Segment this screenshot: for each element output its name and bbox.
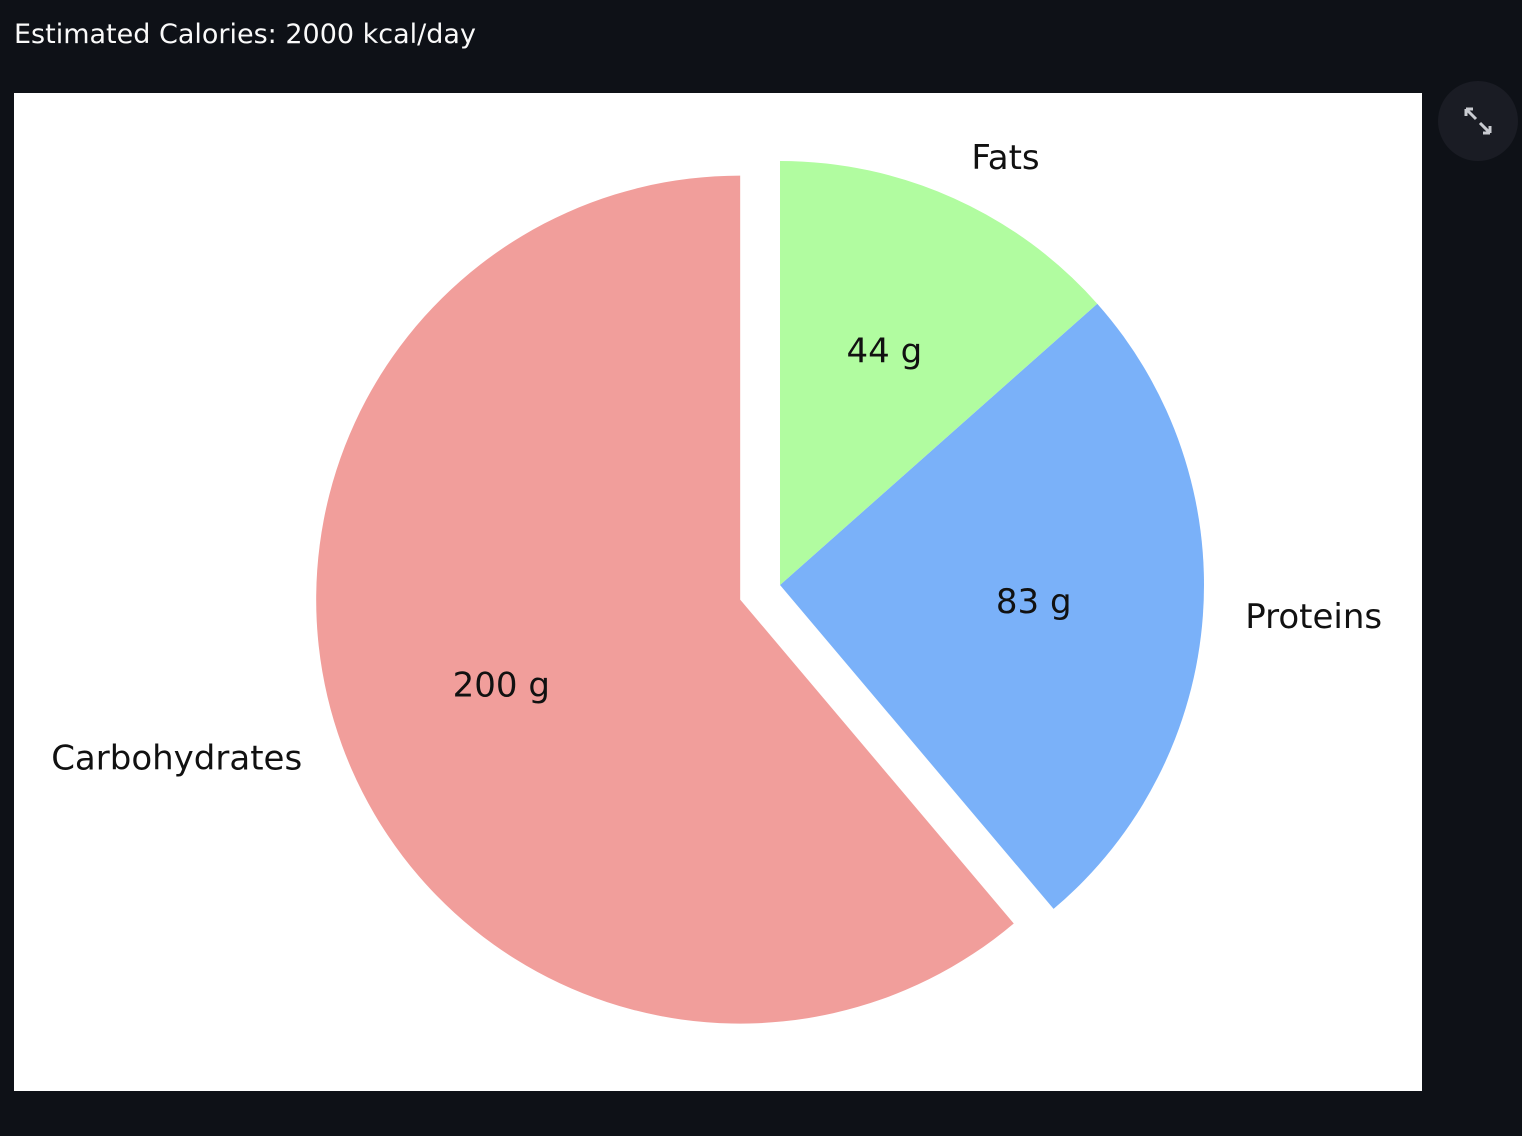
pie-wedge — [780, 161, 1098, 585]
category-label: Fats — [971, 138, 1039, 178]
value-label: 200 g — [453, 665, 550, 705]
chart: Carbohydrates 200 g Proteins 83 g Fats 44 g — [14, 93, 1422, 1091]
header: Estimated Calories: 2000 kcal/day — [14, 19, 476, 50]
category-label: Carbohydrates — [51, 738, 302, 778]
expand-icon — [1464, 107, 1492, 135]
pie-wedge — [316, 175, 1014, 1024]
value-label: 44 g — [847, 331, 923, 371]
expand-button-bg — [1438, 81, 1518, 161]
value-label: 83 g — [996, 582, 1072, 622]
pie-wedge — [780, 303, 1205, 909]
expand-button[interactable] — [1438, 81, 1518, 161]
category-label: Proteins — [1245, 597, 1382, 637]
